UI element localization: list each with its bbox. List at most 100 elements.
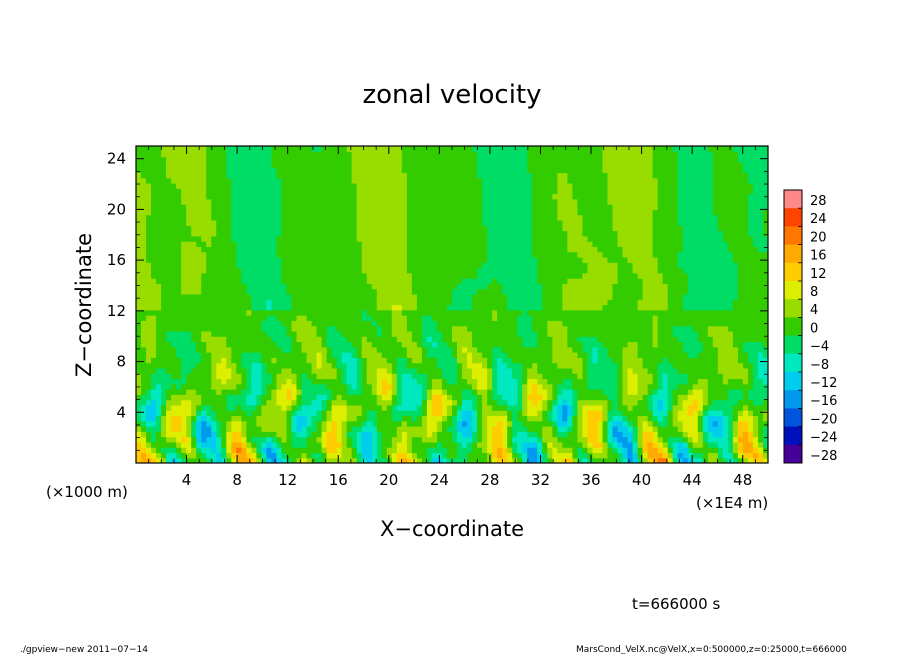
heatmap-cell [572, 441, 578, 448]
heatmap-cell [161, 373, 167, 380]
heatmap-cell [722, 341, 729, 348]
heatmap-cell [617, 420, 624, 427]
heatmap-cell [256, 410, 262, 417]
heatmap-cell [176, 447, 182, 454]
heatmap-cell [286, 431, 293, 438]
heatmap-cell [271, 389, 278, 395]
heatmap-cell [336, 415, 343, 422]
heatmap-cell [542, 330, 548, 337]
heatmap-cell [176, 346, 182, 353]
heatmap-cell [727, 436, 734, 443]
heatmap-cell [532, 256, 538, 263]
heatmap-cell [311, 352, 318, 358]
heatmap-cell [301, 420, 308, 427]
heatmap-cell [326, 341, 333, 348]
heatmap-cell [607, 262, 614, 269]
heatmap-cell [296, 256, 303, 263]
heatmap-cell [401, 299, 408, 306]
heatmap-cell [632, 441, 639, 448]
heatmap-cell [281, 394, 288, 401]
heatmap-cell [547, 320, 553, 327]
heatmap-cell [261, 399, 268, 406]
heatmap-cell [757, 367, 764, 374]
heatmap-cell [241, 325, 247, 332]
heatmap-cell [191, 362, 197, 369]
heatmap-cell [577, 447, 584, 454]
heatmap-cell [557, 330, 563, 337]
heatmap-cell [186, 431, 192, 438]
heatmap-cell [431, 426, 438, 432]
heatmap-cell [166, 457, 172, 463]
heatmap-cell [602, 272, 609, 279]
heatmap-cell [727, 420, 734, 427]
heatmap-cell [146, 299, 152, 306]
heatmap-cell [446, 341, 453, 348]
heatmap-cell [672, 383, 679, 390]
heatmap-cell [426, 457, 433, 463]
heatmap-cell [391, 394, 398, 401]
heatmap-cell [386, 441, 393, 448]
heatmap-cell [587, 352, 594, 358]
heatmap-cell [276, 352, 283, 358]
heatmap-cell [652, 283, 659, 290]
heatmap-cell [527, 336, 533, 343]
heatmap-cell [216, 431, 222, 438]
heatmap-cell [702, 431, 709, 438]
heatmap-cell [251, 383, 257, 390]
heatmap-cell [657, 373, 664, 380]
heatmap-cell [577, 362, 584, 369]
heatmap-cell [446, 293, 453, 300]
heatmap-cell [697, 278, 704, 284]
heatmap-cell [251, 320, 257, 327]
heatmap-cell [457, 447, 463, 454]
heatmap-cell [477, 352, 483, 358]
heatmap-cell [667, 272, 674, 279]
heatmap-cell [186, 288, 192, 295]
heatmap-cell [291, 436, 298, 443]
heatmap-cell [301, 447, 308, 454]
heatmap-cell [457, 362, 463, 369]
heatmap-cell [166, 441, 172, 448]
heatmap-cell [396, 288, 403, 295]
heatmap-cell [517, 267, 523, 274]
heatmap-cell [592, 304, 599, 311]
heatmap-cell [747, 256, 754, 263]
heatmap-cell [462, 410, 468, 417]
heatmap-cell [462, 394, 468, 401]
heatmap-cell [582, 399, 589, 406]
heatmap-cell [271, 357, 278, 364]
heatmap-cell [166, 415, 172, 422]
heatmap-cell [672, 457, 679, 463]
heatmap-cell [692, 304, 699, 311]
heatmap-cell [276, 452, 283, 459]
heatmap-cell [266, 378, 273, 385]
heatmap-cell [527, 293, 533, 300]
heatmap-cell [697, 336, 704, 343]
heatmap-cell [522, 367, 528, 374]
heatmap-cell [602, 457, 609, 463]
heatmap-cell [727, 373, 734, 380]
heatmap-cell [396, 352, 403, 358]
heatmap-cell [431, 447, 438, 454]
heatmap-cell [281, 420, 288, 427]
heatmap-cell [687, 267, 694, 274]
heatmap-cell [537, 278, 543, 284]
heatmap-cell [391, 367, 398, 374]
heatmap-cell [431, 325, 438, 332]
heatmap-cell [356, 399, 363, 406]
heatmap-cell [291, 267, 298, 274]
heatmap-cell [572, 357, 578, 364]
heatmap-cell [637, 278, 644, 284]
heatmap-cell [547, 367, 553, 374]
heatmap-cell [597, 436, 604, 443]
heatmap-cell [467, 373, 473, 380]
heatmap-cell [627, 304, 634, 311]
heatmap-cell [326, 367, 333, 374]
heatmap-cell [241, 415, 247, 422]
heatmap-cell [602, 299, 609, 306]
heatmap-cell [547, 288, 553, 295]
heatmap-cell [507, 336, 513, 343]
heatmap-cell [647, 404, 654, 411]
heatmap-cell [446, 278, 453, 284]
heatmap-cell [722, 383, 729, 390]
